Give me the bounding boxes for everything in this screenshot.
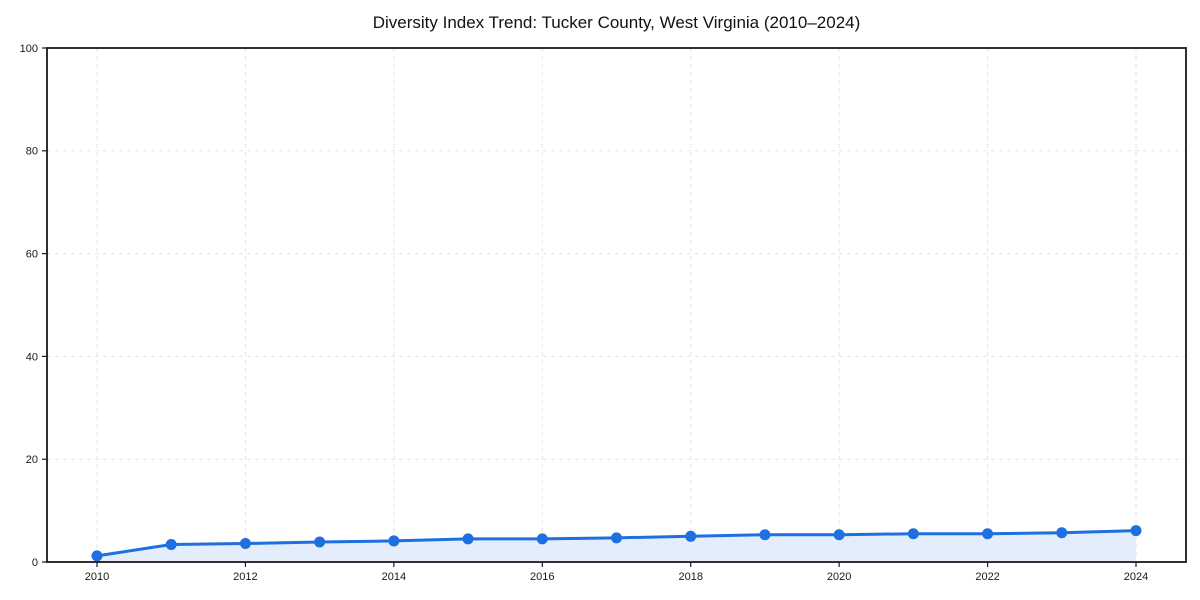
data-point-2023 — [1056, 527, 1068, 539]
data-point-2010 — [91, 550, 103, 562]
y-tick-label: 40 — [26, 351, 38, 363]
data-point-2016 — [536, 533, 548, 545]
x-tick-label: 2010 — [85, 571, 109, 583]
data-point-2018 — [685, 530, 697, 542]
data-point-2015 — [462, 533, 474, 545]
plot-background — [47, 48, 1186, 562]
x-tick-label: 2022 — [975, 571, 999, 583]
x-tick-label: 2020 — [827, 571, 851, 583]
x-tick-label: 2024 — [1124, 571, 1148, 583]
data-point-2021 — [907, 528, 919, 540]
plot-border — [46, 47, 1187, 563]
data-point-2019 — [759, 529, 771, 541]
data-point-2017 — [611, 532, 622, 544]
chart-title: Diversity Index Trend: Tucker County, We… — [372, 13, 861, 32]
x-tick-label: 2012 — [233, 571, 257, 583]
area-fill — [97, 530, 1136, 562]
y-tick-label: 20 — [26, 454, 38, 466]
y-tick-label: 80 — [26, 146, 38, 158]
data-point-2020 — [833, 529, 845, 541]
data-point-2013 — [314, 536, 326, 548]
x-tick-label: 2014 — [382, 571, 406, 583]
data-point-2022 — [982, 528, 994, 540]
y-tick-label: 0 — [32, 557, 38, 569]
data-point-2024 — [1130, 525, 1142, 537]
data-point-2011 — [165, 539, 177, 551]
y-tick-label: 100 — [20, 43, 38, 55]
data-point-2014 — [388, 535, 400, 547]
x-tick-label: 2018 — [678, 571, 702, 583]
y-tick-label: 60 — [26, 248, 38, 260]
data-point-2012 — [239, 537, 251, 549]
x-tick-label: 2016 — [530, 571, 554, 583]
